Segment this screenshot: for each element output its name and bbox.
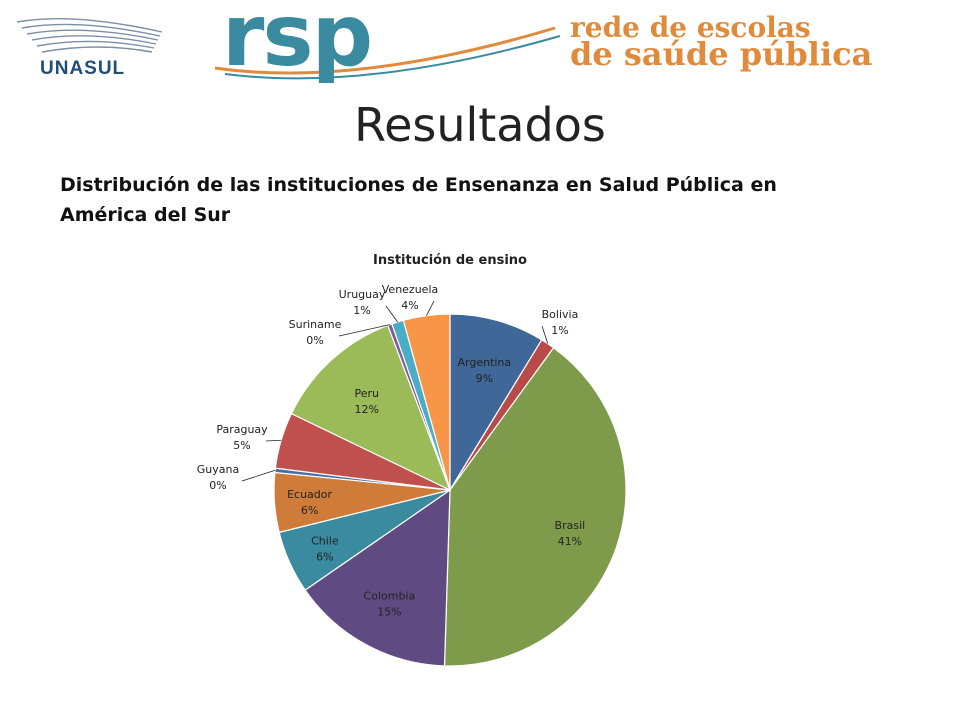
leader-line-venezuela [426,300,435,316]
tagline-line-2: de saúde pública [570,35,873,73]
slice-percent-ecuador: 6% [301,504,318,517]
slice-label-colombia: Colombia [364,589,416,602]
slice-label-paraguay: Paraguay [216,423,268,436]
slice-label-argentina: Argentina [457,356,511,369]
pie-slice-venezuela [402,313,451,491]
rsp-logo-swoosh-icon [214,26,561,80]
page-title: Resultados [354,98,606,152]
slice-percent-uruguay: 1% [353,304,370,317]
leader-line-guyana [241,469,276,482]
slice-label-venezuela: Venezuela [382,283,439,296]
unasul-logo-text: UNASUL [40,58,126,79]
leader-line-suriname [338,324,390,337]
pie-slice-argentina [449,313,543,493]
pie-slice-peru [290,324,452,492]
chart-subtitle: Distribución de las instituciones de Ens… [60,174,777,226]
slice-label-peru: Peru [355,387,380,400]
slice-label-uruguay: Uruguay [339,288,386,301]
slice-percent-paraguay: 5% [233,439,250,452]
slice-percent-venezuela: 4% [401,299,418,312]
chart-title: Institución de ensino [373,253,527,268]
slice-label-ecuador: Ecuador [287,488,332,501]
slice-percent-argentina: 9% [476,372,493,385]
pie-slice-brasil [443,346,627,667]
rsp-logo-text: rsp [222,0,373,86]
pie-slices [273,313,627,667]
slice-label-brasil: Brasil [555,519,586,532]
slice-label-guyana: Guyana [197,463,239,476]
slice-label-bolivia: Bolivia [542,308,579,321]
slice-label-suriname: Suriname [289,318,342,331]
leader-line-paraguay [265,439,282,442]
slice-percent-chile: 6% [316,550,333,563]
slice-percent-bolivia: 1% [551,324,568,337]
slice-percent-peru: 12% [355,403,379,416]
unasul-wings-icon [16,17,163,53]
leader-line-bolivia [541,325,549,344]
header-banner: UNASUL rsp rede de escolas de saúde públ… [0,0,960,90]
pie-slice-colombia [304,488,451,667]
leader-line-uruguay [385,305,398,323]
slice-labels: Argentina 9% Bolivia 1% Brasil 41% Colombia 15%… [197,283,585,618]
leader-lines [241,300,549,482]
slice-percent-colombia: 15% [377,605,401,618]
slice-percent-guyana: 0% [209,479,226,492]
slice-label-chile: Chile [311,534,339,547]
tagline-line-1: rede de escolas [570,11,811,44]
slice-percent-brasil: 41% [558,535,582,548]
slice-percent-suriname: 0% [306,334,323,347]
